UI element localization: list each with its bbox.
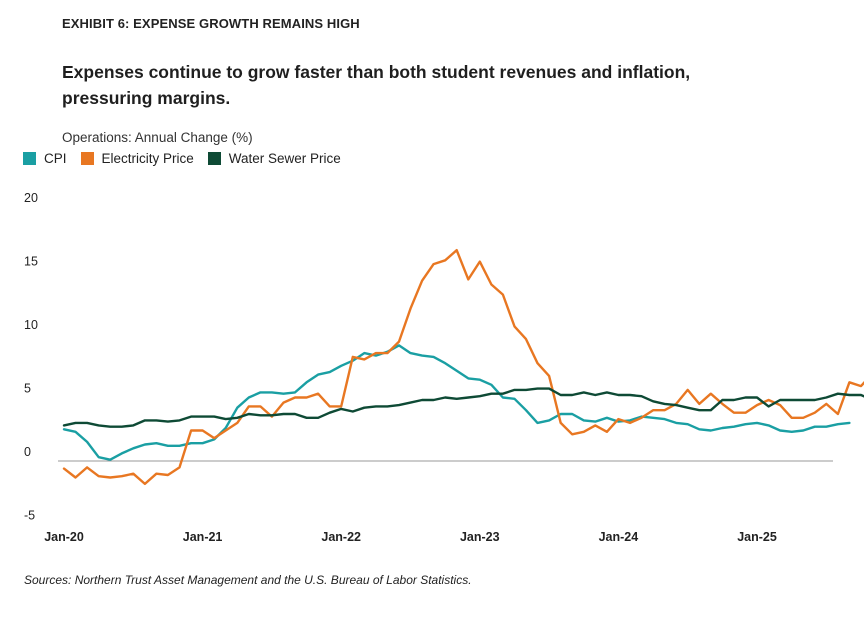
y-tick-label: 10	[24, 318, 38, 332]
x-tick-label: Jan-25	[737, 530, 777, 544]
legend-label-electricity: Electricity Price	[101, 151, 194, 166]
source-note: Sources: Northern Trust Asset Management…	[24, 573, 472, 587]
exhibit-label: EXHIBIT 6: EXPENSE GROWTH REMAINS HIGH	[62, 16, 360, 31]
legend-item-cpi: CPI	[23, 151, 67, 166]
y-tick-label: 0	[24, 445, 31, 459]
chart-legend: CPI Electricity Price Water Sewer Price	[23, 151, 341, 166]
y-tick-label: 15	[24, 255, 38, 269]
legend-label-cpi: CPI	[44, 151, 67, 166]
series-line-cpi	[62, 344, 851, 461]
y-axis-title: Operations: Annual Change (%)	[62, 130, 253, 145]
y-tick-label: 5	[24, 382, 31, 396]
chart-headline: Expenses continue to grow faster than bo…	[62, 62, 691, 108]
legend-swatch-cpi	[23, 152, 36, 165]
series-line-water-sewer	[62, 387, 864, 428]
y-tick-label: 20	[24, 191, 38, 205]
legend-item-water-sewer: Water Sewer Price	[207, 151, 341, 166]
x-tick-label: Jan-20	[44, 530, 84, 544]
legend-label-water-sewer: Water Sewer Price	[228, 151, 341, 166]
x-tick-label: Jan-22	[321, 530, 361, 544]
x-tick-label: Jan-21	[183, 530, 223, 544]
x-tick-label: Jan-23	[460, 530, 500, 544]
y-tick-label: -5	[24, 509, 35, 523]
legend-swatch-water-sewer	[207, 152, 221, 165]
legend-swatch-electricity	[80, 152, 94, 165]
series-line-electricity	[62, 248, 864, 486]
legend-item-electricity: Electricity Price	[80, 151, 194, 166]
x-tick-label: Jan-24	[599, 530, 639, 544]
